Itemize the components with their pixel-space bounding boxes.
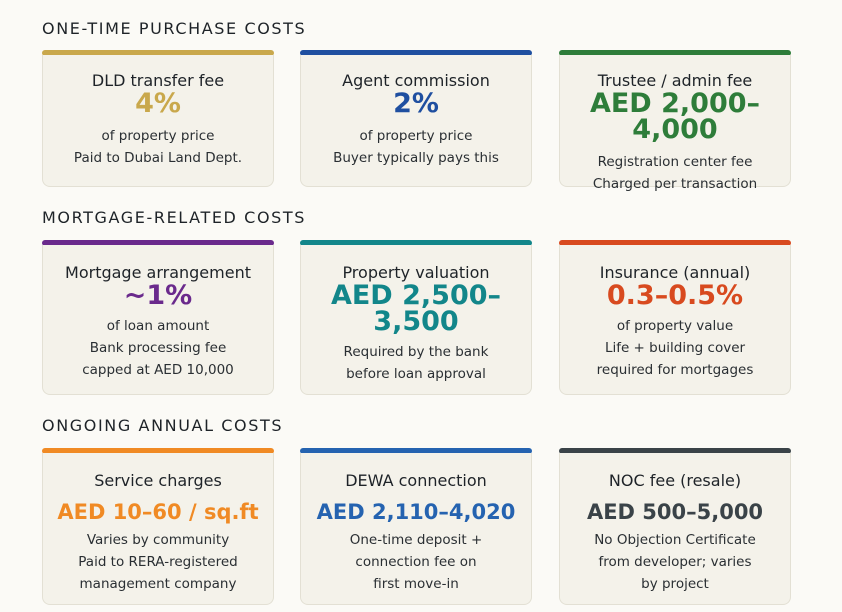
cost-card: NOC fee (resale) AED 500–5,000 No Objectio… <box>559 453 791 605</box>
card-line: Varies by community <box>86 532 230 548</box>
card-line: management company <box>79 576 237 592</box>
section-heading: ONGOING ANNUAL COSTS <box>42 416 284 435</box>
accent-bar <box>559 448 791 454</box>
cost-card: Trustee / admin fee AED 2,000–4,000 Regist… <box>559 55 791 192</box>
card-line: required for mortgages <box>596 362 754 378</box>
section-heading: ONE-TIME PURCHASE COSTS <box>42 19 307 38</box>
card-line: of loan amount <box>106 318 210 334</box>
accent-bar <box>42 240 274 246</box>
card-title: DLD transfer fee <box>91 71 225 90</box>
card-title: Service charges <box>94 471 222 490</box>
cost-card: Mortgage arrangement ~1% of loan amount Ban… <box>42 245 274 395</box>
card-title: Agent commission <box>342 71 490 90</box>
card-line: from developer; varies <box>598 554 752 570</box>
accent-bar <box>300 50 532 56</box>
card-value: AED 2,110–4,020 <box>316 500 516 524</box>
card-title: Insurance (annual) <box>599 263 751 282</box>
cost-card: DLD transfer fee 4% of property price Paid … <box>42 55 274 187</box>
card-value: AED 2,000–4,000 <box>589 88 761 145</box>
card-line: by project <box>641 576 709 592</box>
card-value: 2% <box>393 88 439 119</box>
card-line: first move-in <box>373 576 459 592</box>
card-line: connection fee on <box>355 554 477 570</box>
cost-card: Service charges AED 10–60 / sq.ft Varies b… <box>42 453 274 605</box>
card-value: ~1% <box>123 280 193 311</box>
card-value: 0.3–0.5% <box>606 280 744 311</box>
accent-bar <box>559 240 791 246</box>
card-value: AED 500–5,000 <box>586 500 764 524</box>
card-line: of property value <box>616 318 734 334</box>
card-value: AED 10–60 / sq.ft <box>57 500 259 524</box>
accent-bar <box>559 50 791 56</box>
cost-card: Agent commission 2% of property price Buyer… <box>300 55 532 187</box>
card-line: Buyer typically pays this <box>333 150 499 166</box>
card-title: Mortgage arrangement <box>65 263 251 282</box>
cost-card: Property valuation AED 2,500–3,500 Require… <box>300 245 532 395</box>
section-heading: MORTGAGE-RELATED COSTS <box>42 208 307 227</box>
card-line: Bank processing fee <box>89 340 227 356</box>
accent-bar <box>42 448 274 454</box>
card-value: AED 2,500–3,500 <box>330 280 502 337</box>
card-line: capped at AED 10,000 <box>82 362 234 378</box>
card-line: Paid to Dubai Land Dept. <box>73 150 243 166</box>
cost-card: DEWA connection AED 2,110–4,020 One-time d… <box>300 453 532 605</box>
card-title: DEWA connection <box>345 471 487 490</box>
accent-bar <box>300 448 532 454</box>
accent-bar <box>42 50 274 56</box>
card-line: Paid to RERA-registered <box>78 554 238 570</box>
card-title: NOC fee (resale) <box>608 471 742 490</box>
accent-bar <box>300 240 532 246</box>
card-value: 4% <box>135 88 181 119</box>
card-line: Required by the bank <box>343 344 489 360</box>
card-line: Life + building cover <box>604 340 746 356</box>
card-line: No Objection Certificate <box>594 532 756 548</box>
card-line: of property price <box>359 128 473 144</box>
card-title: Property valuation <box>342 263 490 282</box>
cost-card: Insurance (annual) 0.3–0.5% of property va… <box>559 245 791 395</box>
card-title: Trustee / admin fee <box>597 71 753 90</box>
card-line: Registration center fee <box>597 154 753 170</box>
card-line: of property price <box>101 128 215 144</box>
card-line: One-time deposit + <box>349 532 483 548</box>
card-line: Charged per transaction <box>592 176 758 192</box>
card-line: before loan approval <box>346 366 486 382</box>
